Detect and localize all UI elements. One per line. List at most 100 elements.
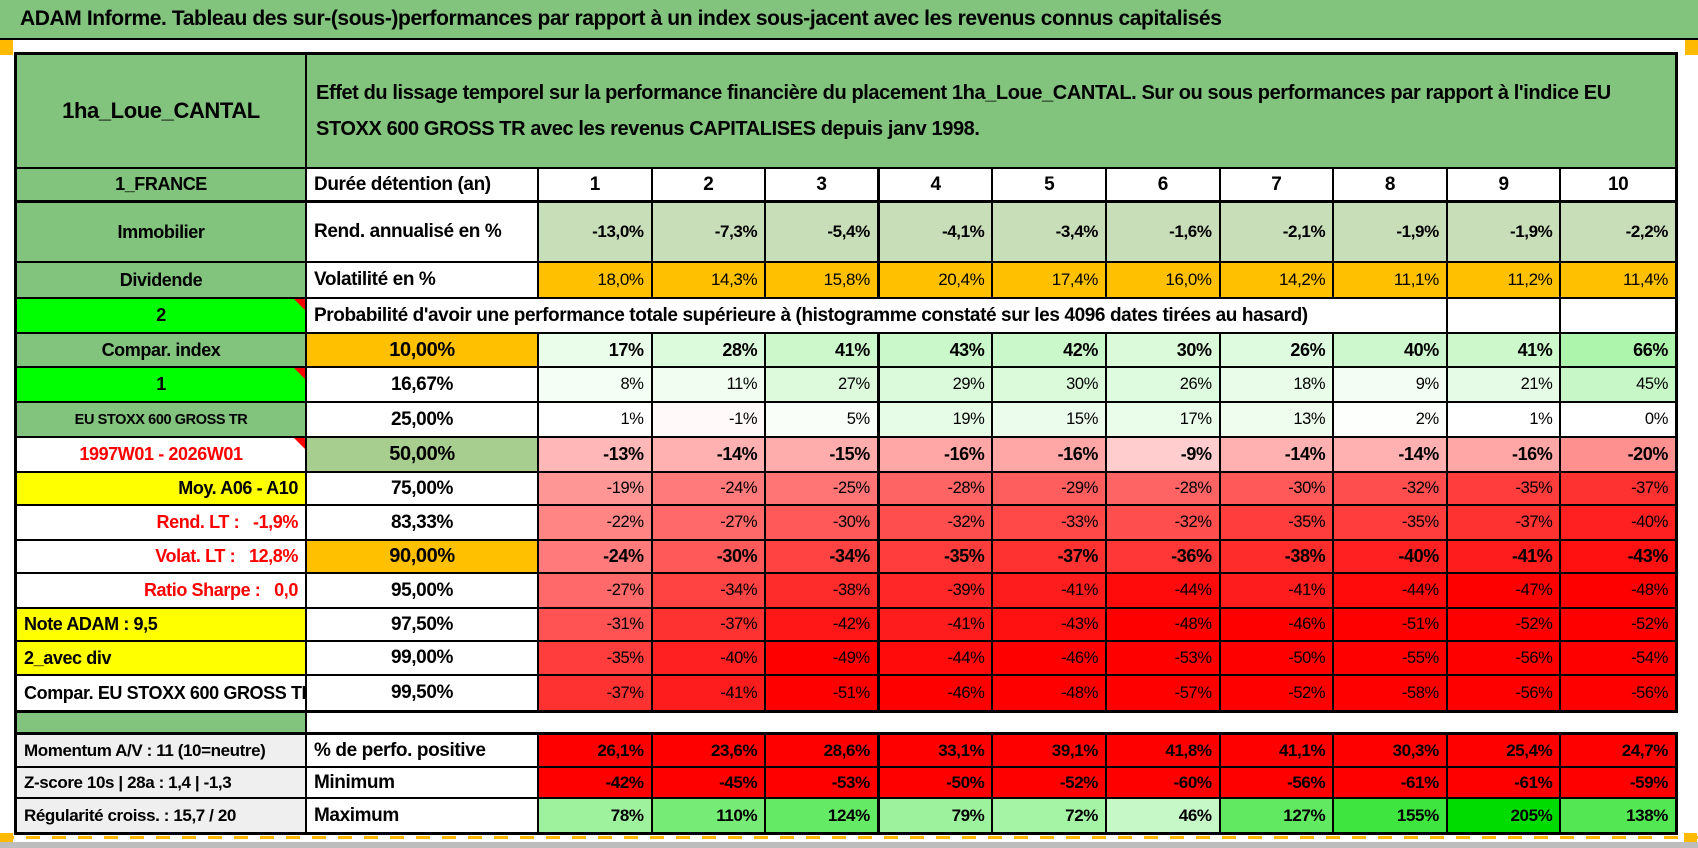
value-cell[interactable]: 23,6% [652,735,767,768]
value-cell[interactable]: -16% [1447,438,1562,473]
row-label-cell[interactable]: Momentum A/V : 11 (10=neutre) [17,735,307,768]
value-cell[interactable]: 41,1% [1220,735,1335,768]
value-cell[interactable]: -41% [879,609,994,642]
row-label-cell[interactable]: Rend. LT : -1,9% [17,506,307,541]
threshold-cell[interactable]: 83,33% [307,506,539,541]
value-cell[interactable]: -14% [1220,438,1335,473]
value-cell[interactable]: -20% [1561,438,1675,473]
value-cell[interactable]: -3,4% [993,203,1107,263]
column-header-cell[interactable]: 5 [993,169,1107,203]
value-cell[interactable]: -1,9% [1334,203,1448,263]
value-cell[interactable]: -30% [766,506,880,541]
value-cell[interactable]: -31% [539,609,653,642]
threshold-cell[interactable]: 25,00% [307,403,539,438]
value-cell[interactable]: -15% [766,438,880,473]
value-cell[interactable]: -41% [1220,574,1335,609]
value-cell[interactable]: -35% [1447,473,1562,506]
metric-label-cell[interactable]: Rend. annualisé en % [307,203,539,263]
value-cell[interactable]: -14% [652,438,767,473]
duration-label-cell[interactable]: Durée détention (an) [307,169,539,203]
value-cell[interactable]: 30% [993,368,1107,403]
value-cell[interactable]: 28,6% [766,735,880,768]
column-header-cell[interactable]: 2 [652,169,767,203]
row-label-cell[interactable]: Dividende [17,263,307,299]
value-cell[interactable]: -51% [1334,609,1448,642]
value-cell[interactable]: 11,1% [1334,263,1448,299]
value-cell[interactable]: 46% [1106,799,1221,832]
value-cell[interactable]: -28% [879,473,994,506]
placement-name-cell[interactable]: 1ha_Loue_CANTAL [17,55,307,169]
value-cell[interactable]: -42% [539,768,653,799]
value-cell[interactable]: 41% [1447,334,1562,368]
stat-label-cell[interactable]: Maximum [307,799,539,832]
column-header-cell[interactable]: 7 [1220,169,1335,203]
row-label-cell[interactable]: Régularité croiss. : 15,7 / 20 [17,799,307,832]
stat-label-cell[interactable]: % de perfo. positive [307,735,539,768]
probability-header-cell[interactable]: Probabilité d'avoir une performance tota… [307,299,1448,334]
value-cell[interactable]: -44% [879,642,994,676]
value-cell[interactable]: -40% [1334,541,1448,574]
value-cell[interactable]: 16,0% [1106,263,1221,299]
value-cell[interactable]: -52% [1220,676,1335,710]
threshold-cell[interactable]: 95,00% [307,574,539,609]
value-cell[interactable]: 127% [1220,799,1335,832]
value-cell[interactable]: -51% [766,676,880,710]
value-cell[interactable]: 18% [1220,368,1335,403]
value-cell[interactable]: 9% [1334,368,1448,403]
row-label-cell[interactable]: 1_FRANCE [17,169,307,203]
value-cell[interactable]: 11,4% [1561,263,1675,299]
value-cell[interactable]: -35% [539,642,653,676]
value-cell[interactable]: -53% [1106,642,1221,676]
value-cell[interactable]: 29% [879,368,994,403]
value-cell[interactable]: -45% [652,768,767,799]
value-cell[interactable]: -56% [1220,768,1335,799]
value-cell[interactable]: -56% [1447,642,1562,676]
value-cell[interactable]: -5,4% [766,203,880,263]
value-cell[interactable]: -22% [539,506,653,541]
value-cell[interactable]: -48% [1106,609,1221,642]
value-cell[interactable]: 11,2% [1447,263,1562,299]
value-cell[interactable]: -58% [1334,676,1448,710]
value-cell[interactable]: 1% [1447,403,1562,438]
value-cell[interactable]: -49% [766,642,880,676]
threshold-cell[interactable]: 50,00% [307,438,539,473]
value-cell[interactable]: -32% [1106,506,1221,541]
value-cell[interactable]: 24,7% [1561,735,1675,768]
value-cell[interactable]: -38% [766,574,880,609]
value-cell[interactable]: -16% [879,438,994,473]
row-label-cell[interactable]: Moy. A06 - A10 [17,473,307,506]
table-description-cell[interactable]: Effet du lissage temporel sur la perform… [307,55,1675,169]
value-cell[interactable]: 79% [879,799,994,832]
value-cell[interactable]: 30,3% [1334,735,1448,768]
row-label-cell[interactable]: EU STOXX 600 GROSS TR [17,403,307,438]
value-cell[interactable]: -19% [539,473,653,506]
value-cell[interactable]: 30% [1106,334,1221,368]
value-cell[interactable]: 66% [1561,334,1675,368]
value-cell[interactable]: -43% [993,609,1107,642]
value-cell[interactable]: -48% [993,676,1107,710]
value-cell[interactable]: -41% [652,676,767,710]
value-cell[interactable]: -13,0% [539,203,653,263]
value-cell[interactable]: 26% [1220,334,1335,368]
value-cell[interactable]: 26,1% [539,735,653,768]
value-cell[interactable]: -14% [1334,438,1448,473]
value-cell[interactable]: -48% [1561,574,1675,609]
value-cell[interactable]: -1,6% [1106,203,1221,263]
value-cell[interactable]: 138% [1561,799,1675,832]
value-cell[interactable]: 26% [1106,368,1221,403]
threshold-cell[interactable]: 97,50% [307,609,539,642]
row-label-cell[interactable]: Compar. index [17,334,307,368]
value-cell[interactable]: -56% [1447,676,1562,710]
value-cell[interactable]: 155% [1334,799,1448,832]
value-cell[interactable]: 8% [539,368,653,403]
value-cell[interactable]: -56% [1561,676,1675,710]
value-cell[interactable]: 40% [1334,334,1448,368]
value-cell[interactable]: -25% [766,473,880,506]
value-cell[interactable]: -27% [652,506,767,541]
threshold-cell[interactable]: 10,00% [307,334,539,368]
empty-cell[interactable] [1561,299,1675,334]
column-header-cell[interactable]: 3 [766,169,880,203]
value-cell[interactable]: -37% [1447,506,1562,541]
value-cell[interactable]: -59% [1561,768,1675,799]
value-cell[interactable]: -47% [1447,574,1562,609]
